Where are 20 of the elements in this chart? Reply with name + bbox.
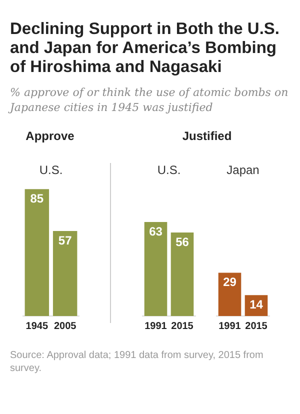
x-tick-label: 1991 xyxy=(218,320,242,332)
x-tick-label: 2015 xyxy=(245,320,268,332)
data-label: 63 xyxy=(149,224,163,238)
chart-subtitle: Japan xyxy=(226,163,260,177)
x-tick-label: 1991 xyxy=(144,320,168,332)
x-tick-label: 1945 xyxy=(26,320,48,332)
chart-title: Approve xyxy=(24,129,76,143)
x-tick-label: 2015 xyxy=(171,320,194,332)
data-label: 56 xyxy=(176,234,190,249)
source-note: Source: Approval data; 1991 data from survey, 2015 from survey. xyxy=(10,349,264,375)
x-tick-label: 2005 xyxy=(54,320,77,332)
text: % approve of or think the use of atomic bombs on Japanese cities in 1945 was justified xyxy=(10,85,290,115)
text: Declining Support in Both the U.S. and Japan for America’s Bombing of Hiroshima and Nagasaki xyxy=(10,20,280,77)
chart-subtitle: U.S. xyxy=(38,163,64,177)
data-label: 57 xyxy=(58,233,72,248)
data-label: 29 xyxy=(223,275,237,290)
chart-subtitle: U.S. xyxy=(156,163,182,177)
data-label: 85 xyxy=(30,191,44,206)
chart-title: Justified xyxy=(181,129,233,143)
data-label: 14 xyxy=(250,297,264,312)
